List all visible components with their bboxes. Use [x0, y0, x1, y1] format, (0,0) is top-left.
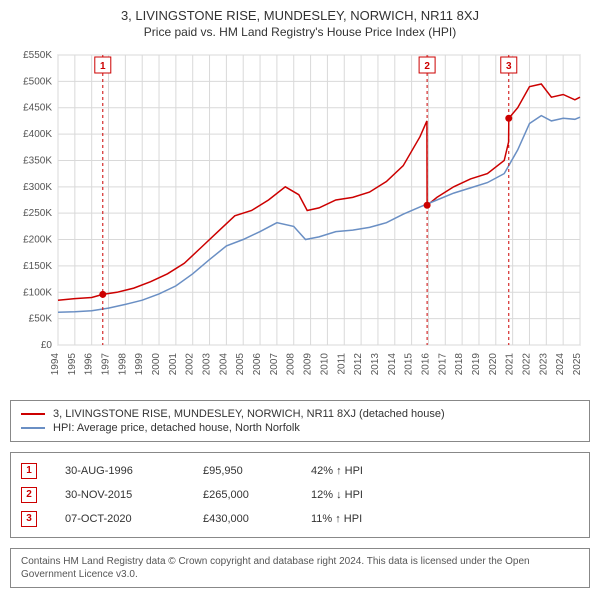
x-tick-label: 2022	[521, 353, 532, 376]
x-tick-label: 2009	[303, 353, 314, 376]
x-tick-label: 2014	[387, 353, 398, 376]
line-chart-svg: £0 £50K £100K £150K £200K £250K £300K £350K £400…	[10, 45, 590, 385]
x-tick-label: 2012	[353, 353, 364, 376]
x-tick-label: 2015	[404, 353, 415, 376]
x-tick-label: 2025	[572, 353, 583, 376]
legend-label: HPI: Average price, detached house, Nort…	[53, 422, 300, 434]
x-tick-label: 2007	[269, 353, 280, 376]
y-tick-label: £350K	[23, 155, 52, 166]
y-tick-label: £50K	[29, 314, 53, 325]
events-box: 1 30-AUG-1996 £95,950 42% ↑ HPI 2 30-NOV-2015…	[10, 452, 590, 538]
legend-box: 3, LIVINGSTONE RISE, MUNDESLEY, NORWICH,…	[10, 400, 590, 442]
x-tick-label: 1994	[50, 353, 61, 376]
event-price: £95,950	[203, 465, 283, 477]
y-tick-label: £550K	[23, 50, 52, 61]
x-tick-label: 2011	[336, 353, 347, 375]
chart-area: £0 £50K £100K £150K £200K £250K £300K £350K £400…	[10, 45, 590, 390]
x-tick-label: 2008	[286, 353, 297, 376]
x-tick-label: 2003	[202, 353, 213, 376]
event-marker-number: 1	[100, 61, 106, 72]
x-tick-label: 2004	[218, 353, 229, 376]
y-tick-label: £0	[41, 340, 53, 351]
legend-row: HPI: Average price, detached house, Nort…	[21, 421, 579, 435]
y-tick-label: £150K	[23, 261, 52, 272]
x-tick-label: 1995	[67, 353, 78, 376]
event-date: 07-OCT-2020	[65, 513, 175, 525]
event-point	[99, 291, 106, 298]
event-point	[424, 202, 431, 209]
event-delta: 42% ↑ HPI	[311, 465, 363, 477]
legend-label: 3, LIVINGSTONE RISE, MUNDESLEY, NORWICH,…	[53, 408, 445, 420]
x-tick-label: 2010	[319, 353, 330, 376]
x-tick-label: 2019	[471, 353, 482, 376]
x-tick-label: 2006	[252, 353, 263, 376]
attribution-text: Contains HM Land Registry data © Crown c…	[10, 548, 590, 588]
event-row: 1 30-AUG-1996 £95,950 42% ↑ HPI	[21, 459, 579, 483]
event-marker-number: 3	[506, 61, 512, 72]
y-tick-label: £400K	[23, 129, 52, 140]
x-tick-label: 2021	[505, 353, 516, 376]
x-tick-label: 2024	[555, 353, 566, 376]
event-marker: 3	[21, 511, 37, 527]
legend-swatch	[21, 427, 45, 429]
legend-swatch	[21, 413, 45, 415]
y-tick-label: £300K	[23, 182, 52, 193]
x-tick-label: 2020	[488, 353, 499, 376]
chart-subtitle: Price paid vs. HM Land Registry's House …	[10, 25, 590, 39]
event-row: 3 07-OCT-2020 £430,000 11% ↑ HPI	[21, 507, 579, 531]
event-date: 30-AUG-1996	[65, 465, 175, 477]
x-tick-label: 1998	[117, 353, 128, 376]
event-marker: 1	[21, 463, 37, 479]
y-tick-label: £250K	[23, 208, 52, 219]
event-marker: 2	[21, 487, 37, 503]
event-price: £430,000	[203, 513, 283, 525]
x-tick-label: 2023	[538, 353, 549, 376]
y-tick-label: £100K	[23, 287, 52, 298]
x-tick-label: 2013	[370, 353, 381, 376]
chart-title: 3, LIVINGSTONE RISE, MUNDESLEY, NORWICH,…	[10, 8, 590, 23]
x-tick-label: 2017	[437, 353, 448, 376]
event-price: £265,000	[203, 489, 283, 501]
x-tick-label: 2005	[235, 353, 246, 376]
y-tick-label: £450K	[23, 103, 52, 114]
event-row: 2 30-NOV-2015 £265,000 12% ↓ HPI	[21, 483, 579, 507]
event-point	[505, 115, 512, 122]
event-delta: 11% ↑ HPI	[311, 513, 362, 525]
x-tick-label: 2016	[420, 353, 431, 376]
x-tick-label: 1999	[134, 353, 145, 376]
legend-row: 3, LIVINGSTONE RISE, MUNDESLEY, NORWICH,…	[21, 407, 579, 421]
page-container: 3, LIVINGSTONE RISE, MUNDESLEY, NORWICH,…	[0, 0, 600, 598]
event-marker-number: 2	[424, 61, 430, 72]
x-tick-label: 2001	[168, 353, 179, 376]
y-tick-label: £200K	[23, 235, 52, 246]
x-tick-label: 1997	[101, 353, 112, 376]
x-tick-label: 2002	[185, 353, 196, 376]
event-delta: 12% ↓ HPI	[311, 489, 363, 501]
y-tick-label: £500K	[23, 76, 52, 87]
x-tick-label: 1996	[84, 353, 95, 376]
x-tick-label: 2000	[151, 353, 162, 376]
x-tick-label: 2018	[454, 353, 465, 376]
event-date: 30-NOV-2015	[65, 489, 175, 501]
